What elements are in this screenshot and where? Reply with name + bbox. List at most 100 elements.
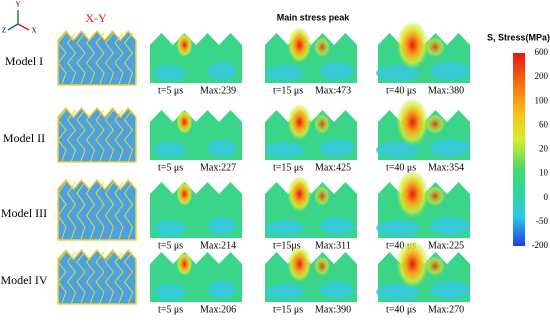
model-label: Model IV bbox=[1, 273, 48, 287]
max-label: Max:354 bbox=[428, 162, 464, 173]
stress-panel bbox=[376, 21, 470, 83]
peak-stress bbox=[287, 27, 312, 63]
structure-pattern bbox=[57, 178, 137, 241]
pattern-line bbox=[85, 251, 96, 304]
time-label: t=40 μs bbox=[386, 162, 416, 173]
time-label: t=15 μs bbox=[273, 85, 303, 96]
model-label: Model II bbox=[3, 131, 45, 145]
pattern-line bbox=[85, 181, 96, 240]
stress-panel bbox=[265, 27, 357, 83]
stress-panel bbox=[150, 33, 242, 83]
pattern-body bbox=[57, 106, 137, 163]
axis-z: Z bbox=[2, 27, 6, 35]
pattern-line bbox=[104, 181, 115, 240]
peak-stress bbox=[176, 33, 193, 57]
low-stress bbox=[376, 220, 420, 236]
stress-panel bbox=[265, 176, 357, 238]
low-stress bbox=[208, 139, 236, 157]
low-stress bbox=[154, 65, 186, 81]
low-stress bbox=[320, 139, 354, 157]
low-stress bbox=[430, 62, 470, 80]
time-label: t=5 μs bbox=[158, 85, 183, 96]
time-label: t=5 μs bbox=[158, 240, 183, 251]
colorbar-tick-label: 100 bbox=[535, 95, 549, 105]
stress-panel bbox=[265, 246, 357, 302]
pattern-line bbox=[95, 251, 105, 304]
peak-stress bbox=[425, 37, 446, 57]
peak-stress bbox=[396, 170, 429, 218]
pattern-line bbox=[66, 181, 77, 240]
time-label: t=5 μs bbox=[158, 162, 183, 173]
low-stress bbox=[376, 142, 420, 158]
pattern-line bbox=[85, 32, 96, 85]
stress-panel bbox=[376, 98, 470, 160]
stress-panel bbox=[150, 252, 242, 302]
peak-stress bbox=[314, 114, 331, 134]
max-label: Max:206 bbox=[200, 304, 236, 315]
pattern-line bbox=[57, 181, 67, 240]
time-label: t=15 μs bbox=[273, 304, 303, 315]
low-stress bbox=[154, 220, 186, 236]
colorbar bbox=[513, 53, 525, 246]
stress-panel bbox=[150, 182, 242, 238]
pattern-line bbox=[57, 251, 67, 304]
low-stress bbox=[208, 62, 236, 80]
pattern-body bbox=[57, 29, 137, 86]
peak-stress bbox=[287, 104, 312, 140]
low-stress bbox=[266, 284, 304, 300]
peak-stress bbox=[287, 246, 312, 282]
max-label: Max:380 bbox=[428, 85, 464, 96]
pattern-line bbox=[66, 251, 77, 304]
low-stress bbox=[430, 217, 470, 235]
low-stress bbox=[154, 284, 186, 300]
pattern-line bbox=[114, 251, 124, 304]
low-stress bbox=[266, 65, 304, 81]
max-label: Max:227 bbox=[200, 162, 236, 173]
pattern-line bbox=[66, 32, 77, 85]
pattern-body bbox=[57, 178, 137, 241]
time-label: t=5 μs bbox=[158, 304, 183, 315]
low-stress bbox=[320, 217, 354, 235]
structure-pattern bbox=[57, 248, 137, 305]
low-stress bbox=[208, 281, 236, 299]
time-label: t=15μs bbox=[273, 240, 301, 251]
pattern-line bbox=[95, 181, 105, 240]
stress-panel bbox=[376, 240, 470, 302]
pattern-line bbox=[104, 251, 115, 304]
pattern-line bbox=[57, 32, 67, 85]
peak-stress bbox=[314, 186, 331, 206]
colorbar-tick-label: 60 bbox=[539, 119, 549, 129]
low-stress bbox=[208, 217, 236, 235]
pattern-line bbox=[76, 251, 86, 304]
structure-pattern bbox=[57, 106, 137, 163]
peak-stress bbox=[396, 98, 429, 146]
pattern-line bbox=[123, 181, 134, 240]
colorbar-tick-label: -200 bbox=[532, 240, 549, 250]
structure-pattern bbox=[57, 29, 137, 86]
pattern-line bbox=[114, 32, 124, 85]
low-stress bbox=[154, 142, 186, 158]
pattern-line bbox=[76, 109, 86, 162]
low-stress bbox=[430, 139, 470, 157]
colorbar-tick-label: -50 bbox=[536, 216, 548, 226]
peak-stress bbox=[425, 256, 446, 276]
peak-stress bbox=[396, 21, 429, 69]
low-stress bbox=[320, 281, 354, 299]
model-label: Model I bbox=[5, 54, 43, 68]
pattern-line bbox=[123, 109, 134, 162]
colorbar-tick-label: 0 bbox=[544, 192, 549, 202]
colorbar-tick-label: 200 bbox=[535, 71, 549, 81]
stress-panel bbox=[265, 104, 357, 160]
pattern-line bbox=[95, 109, 105, 162]
view-label: X-Y bbox=[85, 11, 107, 25]
low-stress bbox=[266, 220, 304, 236]
model-label: Model III bbox=[1, 206, 47, 220]
peak-stress bbox=[176, 252, 193, 276]
pattern-line bbox=[104, 32, 115, 85]
peak-stress bbox=[176, 182, 193, 206]
max-label: Max:225 bbox=[428, 240, 464, 251]
pattern-body bbox=[57, 248, 137, 305]
pattern-line bbox=[95, 32, 105, 85]
max-label: Max:473 bbox=[315, 85, 351, 96]
